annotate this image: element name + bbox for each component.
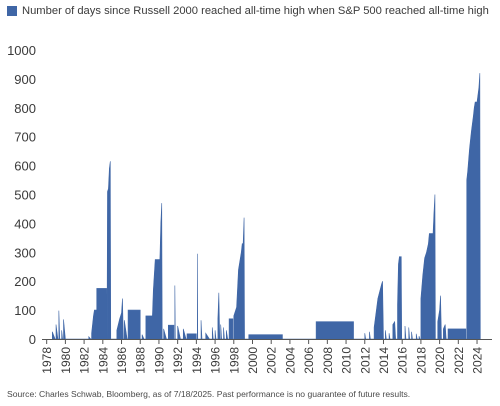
x-tick-label: 2002 <box>265 347 279 374</box>
x-tick-label: 2012 <box>358 347 372 374</box>
x-tick-label: 2010 <box>340 347 354 374</box>
x-tick-label: 1994 <box>190 347 204 374</box>
y-tick-label: 0 <box>29 332 36 347</box>
x-tick-label: 1980 <box>59 347 73 374</box>
y-tick-label: 500 <box>14 188 36 203</box>
x-tick-label: 2004 <box>283 347 297 374</box>
x-tick-label: 1988 <box>134 347 148 374</box>
legend: Number of days since Russell 2000 reache… <box>7 5 489 17</box>
x-tick-label: 2024 <box>471 347 485 374</box>
x-tick-label: 2016 <box>396 347 410 374</box>
x-tick-label: 1986 <box>115 347 129 374</box>
y-tick-label: 400 <box>14 216 36 231</box>
y-tick-label: 300 <box>14 245 36 260</box>
x-tick-label: 1996 <box>209 347 223 374</box>
x-tick-label: 1998 <box>227 347 241 374</box>
legend-swatch <box>7 6 17 16</box>
area-series <box>51 73 481 340</box>
y-tick-label: 200 <box>14 274 36 289</box>
legend-label: Number of days since Russell 2000 reache… <box>22 5 489 17</box>
x-tick-label: 2020 <box>433 347 447 374</box>
y-tick-label: 900 <box>14 72 36 87</box>
y-tick-label: 100 <box>14 303 36 318</box>
x-tick-label: 1978 <box>40 347 54 374</box>
y-tick-label: 700 <box>14 130 36 145</box>
x-tick-label: 2014 <box>377 347 391 374</box>
x-tick-label: 2006 <box>302 347 316 374</box>
x-tick-label: 2008 <box>321 347 335 374</box>
x-tick-label: 2022 <box>452 347 466 374</box>
y-tick-label: 1000 <box>7 43 36 58</box>
x-tick-label: 1992 <box>171 347 185 374</box>
x-tick-label: 2018 <box>414 347 428 374</box>
y-tick-label: 800 <box>14 101 36 116</box>
y-tick-label: 600 <box>14 159 36 174</box>
x-tick-label: 1990 <box>152 347 166 374</box>
x-tick-label: 2000 <box>246 347 260 374</box>
x-tick-label: 1984 <box>96 347 110 374</box>
x-tick-label: 1982 <box>78 347 92 374</box>
source-note: Source: Charles Schwab, Bloomberg, as of… <box>7 389 411 399</box>
